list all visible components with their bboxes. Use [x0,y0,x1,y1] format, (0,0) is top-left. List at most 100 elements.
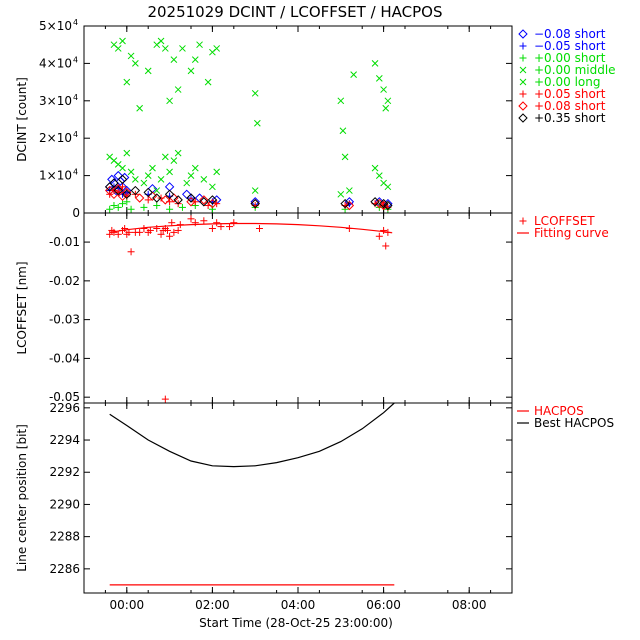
marker-stroke [371,164,379,172]
data-point [123,78,131,86]
marker-shape [207,195,218,205]
marker-stroke [119,164,126,172]
marker-stroke [350,71,357,78]
legend-label: +0.00 short [534,51,606,65]
data-point [144,196,152,204]
data-layer [104,37,393,213]
legend-label: HACPOS [534,404,584,418]
y-tick-label: 2292 [49,465,80,479]
x-tick-label: 08:00 [452,598,487,612]
legend-item: +0.00 long [519,75,601,89]
marker-stroke [375,75,383,82]
marker-stroke [382,104,390,112]
marker-stroke [251,89,259,97]
marker-stroke [339,127,347,135]
legend-item: −0.08 short [518,27,606,41]
marker-stroke [384,183,392,191]
series-line [109,222,393,234]
data-point [166,232,174,240]
marker-shape [164,189,175,200]
marker-stroke [123,149,131,157]
marker-shape [143,187,153,198]
marker-stroke [346,187,353,194]
data-point [166,97,173,105]
series-lcoffset [106,215,392,403]
series-0-00-middle [106,149,392,198]
marker-shape [370,197,380,207]
data-point [136,228,144,236]
data-point [230,219,238,227]
y-tick-exponent: 4 [73,18,78,27]
data-point [134,193,145,203]
y-tick-label: 1×10 [39,169,72,183]
marker-shape [378,198,389,209]
data-point [121,225,129,233]
data-point [187,172,195,179]
y-tick-label: 2294 [49,433,80,447]
marker-stroke [337,97,345,105]
data-point [204,78,212,86]
legend-marker [519,66,527,74]
data-point [164,189,175,200]
x-axis-label: Start Time (28-Oct-25 23:00:00) [199,616,393,630]
series-0-35-short [104,174,393,211]
x-tick-label: 04:00 [281,598,316,612]
marker-stroke [166,168,173,176]
marker-stroke [200,175,208,183]
marker-shape [374,198,385,209]
marker-shape [199,195,209,205]
marker-stroke [251,187,259,194]
marker-shape [378,200,389,211]
data-point [337,97,345,105]
data-point [132,60,139,67]
legend-label: LCOFFSET [534,214,595,228]
data-point [207,195,218,205]
data-point [213,45,221,52]
data-point [170,56,178,64]
y-tick-label: -0.01 [49,235,80,249]
data-point [384,97,392,105]
legend-label: Best HACPOS [534,416,614,430]
marker-shape [111,185,121,196]
marker-stroke [110,157,118,164]
data-point [191,164,199,172]
data-point [337,190,345,198]
y-tick-label: -0.05 [49,390,80,404]
data-point [157,37,165,45]
y-tick-label: 2286 [49,562,80,576]
y-axis-label: Line center position [bit] [15,424,29,572]
legend-marker [519,90,527,98]
data-point [114,45,122,52]
data-point [160,195,171,205]
marker-stroke [157,175,165,183]
y-tick-label: 2288 [49,530,80,544]
legend-item: +0.05 short [519,87,606,101]
data-point [253,119,261,127]
legend-label: +0.00 middle [534,63,616,77]
data-point [375,172,383,179]
data-point [200,175,208,183]
data-point [146,226,154,234]
data-point [382,104,390,112]
marker-shape [199,197,209,207]
legend-marker [518,29,528,39]
legend-label: Fitting curve [534,226,609,240]
data-point [191,219,199,227]
data-point [196,41,203,49]
data-point [186,197,196,207]
data-point [114,203,122,211]
data-point [174,226,182,234]
marker-stroke [132,60,139,67]
data-point [136,104,143,112]
legend-item: +0.08 short [518,99,606,113]
legend-item: Best HACPOS [517,416,614,430]
data-point [199,195,209,205]
data-point [127,205,135,213]
panel-hacpos: 00:00 02:00 04:00 06:00 08:00 2286 2288 2290 229… [15,401,614,612]
data-point [371,60,379,67]
data-point [161,395,169,403]
y-tick-label: 5×10 [39,19,72,33]
data-point [378,198,389,209]
marker-stroke [157,37,165,45]
marker-stroke [204,78,212,86]
